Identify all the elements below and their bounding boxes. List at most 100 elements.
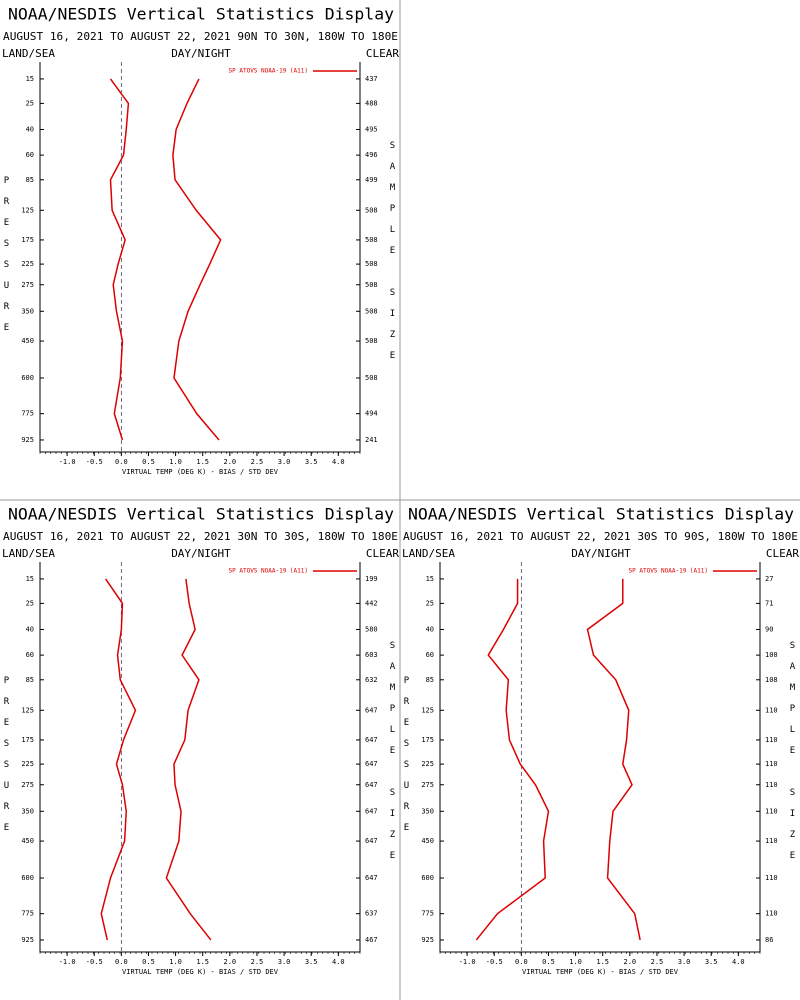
y-tick-label: 40 <box>426 625 434 633</box>
x-tick-label: 4.0 <box>732 958 745 966</box>
x-tick-label: 1.5 <box>596 958 609 966</box>
x-tick-label: 3.0 <box>278 958 291 966</box>
std-dev-line <box>165 578 212 941</box>
x-tick-label: 2.0 <box>624 958 637 966</box>
sample-size-label: 580 <box>365 625 378 633</box>
x-tick-label: -1.0 <box>59 958 76 966</box>
y-tick-label: 775 <box>421 910 434 918</box>
y2-axis-label: SAMPLE SIZE <box>788 641 798 872</box>
x-tick-label: 3.0 <box>678 958 691 966</box>
x-axis-label: VIRTUAL TEMP (DEG K) - BIAS / STD DEV <box>522 968 679 976</box>
sample-size-label: 508 <box>365 206 378 214</box>
y-tick-label: 275 <box>21 281 34 289</box>
std-dev-line <box>172 78 222 441</box>
sample-size-label: 499 <box>365 176 378 184</box>
x-tick-label: 1.5 <box>196 458 209 466</box>
x-tick-label: 1.0 <box>169 458 182 466</box>
y-tick-label: 60 <box>26 651 34 659</box>
sample-size-label: 647 <box>365 781 378 789</box>
sample-size-label: 603 <box>365 651 378 659</box>
legend-label: SP ATOVS NOAA-19 (A11) <box>629 568 708 575</box>
x-axis-label: VIRTUAL TEMP (DEG K) - BIAS / STD DEV <box>122 968 279 976</box>
x-tick-label: -1.0 <box>59 458 76 466</box>
sample-size-label: 647 <box>365 874 378 882</box>
sample-size-label: 508 <box>365 337 378 345</box>
chart-panel: NOAA/NESDIS Vertical Statistics Display A… <box>2 5 400 477</box>
x-axis-label: VIRTUAL TEMP (DEG K) - BIAS / STD DEV <box>122 468 279 476</box>
y-tick-label: 450 <box>21 837 34 845</box>
y-tick-label: 350 <box>21 807 34 815</box>
sample-size-label: 467 <box>365 936 378 944</box>
x-tick-label: 3.5 <box>305 958 318 966</box>
sample-size-label: 637 <box>365 910 378 918</box>
sample-size-label: 508 <box>365 307 378 315</box>
sample-size-label: 647 <box>365 706 378 714</box>
std-dev-line <box>586 578 641 941</box>
x-tick-label: 4.0 <box>332 458 345 466</box>
x-tick-label: -0.5 <box>86 458 103 466</box>
x-tick-label: 2.0 <box>224 458 237 466</box>
y2-axis-label: SAMPLE SIZE <box>388 641 398 872</box>
x-tick-label: 0.0 <box>515 958 528 966</box>
x-tick-label: 3.0 <box>278 458 291 466</box>
x-tick-label: 0.5 <box>542 958 555 966</box>
y-tick-label: 15 <box>426 575 434 583</box>
y-tick-label: 40 <box>26 625 34 633</box>
sample-size-label: 110 <box>765 807 778 815</box>
sample-size-label: 110 <box>765 760 778 768</box>
x-tick-label: 4.0 <box>332 958 345 966</box>
x-tick-label: -1.0 <box>459 958 476 966</box>
sample-size-label: 110 <box>765 837 778 845</box>
x-tick-label: 2.5 <box>251 458 264 466</box>
sample-size-label: 110 <box>765 910 778 918</box>
sample-size-label: 71 <box>765 599 773 607</box>
right-label: CLEAR <box>766 547 799 560</box>
bias-line <box>100 578 137 941</box>
y-tick-label: 85 <box>26 676 34 684</box>
chart-panel: NOAA/NESDIS Vertical Statistics Display A… <box>402 505 800 977</box>
y-tick-label: 450 <box>21 337 34 345</box>
sample-size-label: 110 <box>765 874 778 882</box>
x-tick-label: -0.5 <box>86 958 103 966</box>
sample-size-label: 110 <box>765 706 778 714</box>
x-tick-label: 2.5 <box>251 958 264 966</box>
x-tick-label: 1.5 <box>196 958 209 966</box>
y-tick-label: 25 <box>26 99 34 107</box>
sample-size-label: 437 <box>365 75 378 83</box>
sample-size-label: 442 <box>365 599 378 607</box>
chart-title: NOAA/NESDIS Vertical Statistics Display <box>8 5 394 24</box>
y-tick-label: 15 <box>26 75 34 83</box>
x-tick-label: 1.0 <box>169 958 182 966</box>
center-label: DAY/NIGHT <box>171 47 231 60</box>
y-tick-label: 85 <box>426 676 434 684</box>
sample-size-label: 199 <box>365 575 378 583</box>
y-tick-label: 600 <box>21 874 34 882</box>
bias-line <box>109 78 130 441</box>
chart-title: NOAA/NESDIS Vertical Statistics Display <box>8 505 394 524</box>
y-tick-label: 775 <box>21 910 34 918</box>
x-tick-label: 1.0 <box>569 958 582 966</box>
sample-size-label: 27 <box>765 575 773 583</box>
chart-panel: NOAA/NESDIS Vertical Statistics Display A… <box>2 505 400 977</box>
sample-size-label: 647 <box>365 837 378 845</box>
y-tick-label: 925 <box>21 936 34 944</box>
right-label: CLEAR <box>366 47 399 60</box>
y-tick-label: 175 <box>21 736 34 744</box>
y-tick-label: 350 <box>21 307 34 315</box>
x-tick-label: 0.5 <box>142 458 155 466</box>
sample-size-label: 241 <box>365 436 378 444</box>
sample-size-label: 496 <box>365 151 378 159</box>
chart-subtitle: AUGUST 16, 2021 TO AUGUST 22, 2021 90N T… <box>3 30 398 43</box>
y-tick-label: 125 <box>21 706 34 714</box>
legend-label: SP ATOVS NOAA-19 (A11) <box>229 68 308 75</box>
y-axis-label: PRESSURE <box>402 676 412 844</box>
sample-size-label: 110 <box>765 781 778 789</box>
sample-size-label: 647 <box>365 760 378 768</box>
sample-size-label: 508 <box>365 374 378 382</box>
sample-size-label: 632 <box>365 676 378 684</box>
center-label: DAY/NIGHT <box>171 547 231 560</box>
sample-size-label: 90 <box>765 625 773 633</box>
x-tick-label: -0.5 <box>486 958 503 966</box>
sample-size-label: 86 <box>765 936 773 944</box>
y-tick-label: 225 <box>21 760 34 768</box>
